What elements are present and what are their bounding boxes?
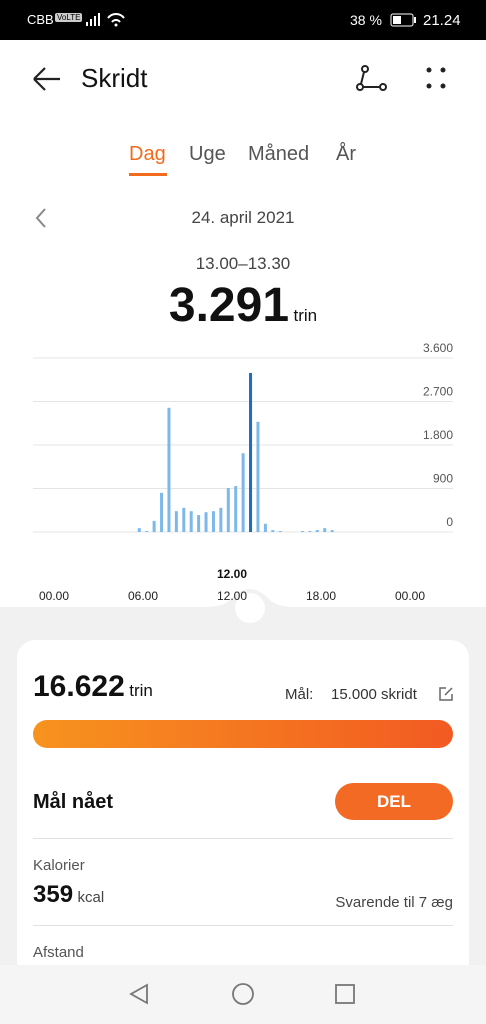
bar	[204, 512, 208, 532]
share-button[interactable]: DEL	[335, 783, 453, 820]
battery-text: 38 %	[350, 12, 382, 28]
x-tick-label: 12.00	[217, 589, 247, 603]
goal-reached: Mål nået	[33, 791, 114, 813]
bar	[241, 453, 245, 532]
x-tick-label: 06.00	[128, 589, 158, 603]
carrier: CBB	[27, 12, 54, 27]
page-title: Skridt	[81, 63, 148, 93]
bar	[137, 528, 141, 532]
bar	[174, 511, 178, 532]
x-tick-label: 00.00	[395, 589, 425, 603]
total-value: 16.622	[33, 670, 125, 703]
bar	[182, 507, 186, 532]
bar	[271, 530, 275, 532]
bar	[330, 530, 334, 532]
signal-icons	[86, 13, 125, 27]
steps-value: 3.291	[168, 279, 290, 332]
time-range: 13.00–13.30	[195, 254, 291, 273]
bar	[189, 511, 193, 532]
tab-indicator	[129, 173, 167, 176]
bar	[300, 531, 304, 532]
total-steps: 16.622 trin	[33, 670, 153, 704]
y-tick-label: 1.800	[423, 428, 453, 442]
bar	[211, 511, 215, 532]
divider	[33, 838, 453, 839]
edit-goal[interactable]	[438, 686, 454, 702]
progress-bar	[33, 720, 453, 748]
battery-icon	[390, 13, 416, 27]
bar	[145, 531, 149, 532]
calories-unit: kcal	[77, 889, 105, 906]
goal-label: Mål:	[285, 686, 314, 703]
y-tick-label: 900	[433, 472, 453, 486]
nav-bar	[0, 965, 486, 1024]
bar	[219, 507, 223, 532]
bar	[263, 523, 267, 532]
nav-buttons[interactable]	[125, 982, 365, 1008]
slider-handle[interactable]	[235, 593, 265, 623]
menu-button[interactable]	[424, 66, 450, 92]
total-unit: trin	[129, 681, 153, 700]
tab[interactable]: År	[336, 143, 356, 165]
goal-value: 15.000 skridt	[331, 686, 417, 703]
x-tick-label: 18.00	[306, 589, 336, 603]
back-button[interactable]	[30, 64, 64, 94]
network: VoLTE	[55, 13, 83, 22]
bar	[234, 486, 238, 532]
bar	[308, 531, 312, 532]
y-tick-label: 2.700	[423, 385, 453, 399]
route-button[interactable]	[355, 63, 389, 93]
bar	[256, 421, 260, 532]
x-tick-label: 00.00	[39, 589, 69, 603]
bar	[197, 515, 201, 532]
bar	[323, 528, 327, 532]
steps-unit: trin	[293, 306, 318, 325]
bar	[160, 492, 164, 532]
calories-value: 359	[33, 881, 74, 908]
tab-active[interactable]: Dag	[129, 143, 166, 165]
bar	[152, 520, 156, 532]
selected-time-label: 12.00	[217, 567, 247, 581]
bar	[226, 488, 230, 532]
chart: 0 900 1.800 2.700 3.600 00.00 06.00 12.00 18.00 0…	[33, 341, 454, 623]
bar	[167, 407, 171, 532]
calories-note: Svarende til 7 æg	[335, 894, 453, 911]
bar	[249, 372, 253, 532]
bar	[278, 531, 282, 532]
y-tick-label: 0	[446, 515, 453, 529]
calories-label: Kalorier	[33, 857, 85, 874]
prev-button[interactable]	[33, 207, 49, 229]
clock: 21.24	[423, 12, 461, 29]
tab[interactable]: Uge	[189, 143, 226, 165]
selected-value: 3.291 trin	[0, 278, 486, 333]
calories: 359 kcal	[33, 881, 104, 909]
divider	[33, 925, 453, 926]
bar	[315, 530, 319, 532]
distance-label: Afstand	[33, 944, 84, 961]
status-bar: CBB VoLTE 38 % 21.24	[0, 0, 486, 40]
date: 24. april 2021	[191, 208, 295, 227]
y-tick-label: 3.600	[423, 341, 453, 355]
tab[interactable]: Måned	[248, 143, 310, 165]
